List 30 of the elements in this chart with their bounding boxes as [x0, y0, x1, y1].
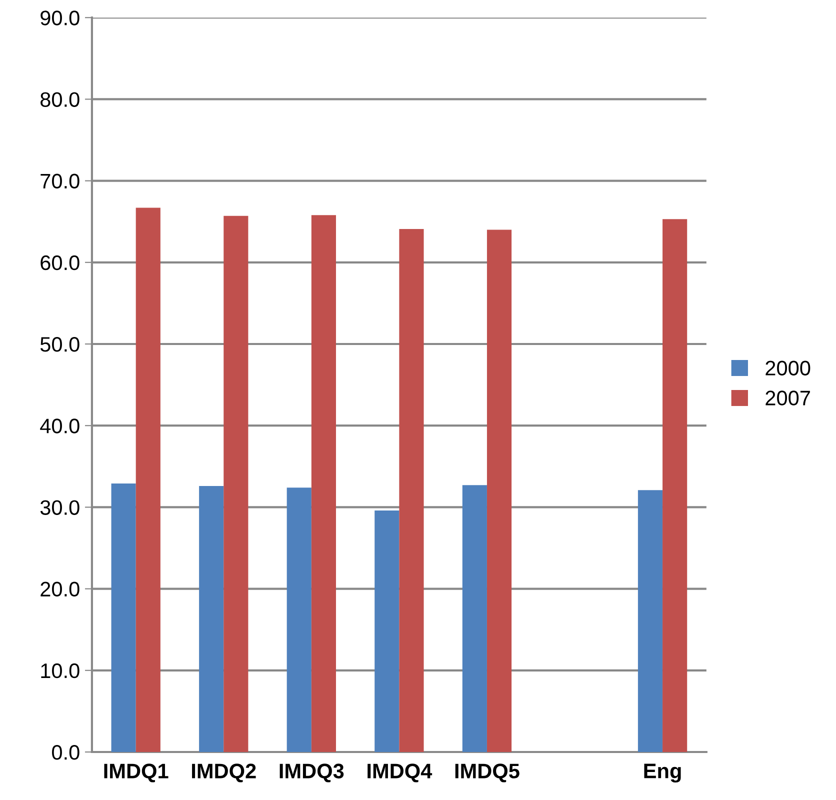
bar [136, 208, 160, 752]
bar [374, 510, 400, 752]
bar [486, 230, 512, 752]
y-tick-label: 10.0 [41, 663, 80, 678]
bar [662, 219, 688, 752]
y-tick-label: 20.0 [40, 582, 80, 597]
x-tick-label: IMDQ1 [104, 764, 168, 782]
y-tick-label: 70.0 [40, 174, 80, 189]
y-tick-label: 0.0 [52, 745, 80, 760]
y-tick-label: 40.0 [40, 418, 80, 434]
x-tick-label: Eng [644, 764, 681, 783]
bar [224, 216, 248, 752]
bar [462, 485, 487, 752]
x-tick-label: IMDQ5 [455, 764, 520, 782]
y-tick-label: 30.0 [40, 500, 80, 515]
legend-label: 2007 [766, 390, 810, 406]
x-tick-label: IMDQ4 [368, 764, 432, 782]
legend-label: 2000 [766, 360, 810, 376]
bar [111, 484, 136, 752]
y-tick-label: 80.0 [40, 92, 80, 107]
bar [311, 215, 336, 752]
y-tick-label: 50.0 [40, 337, 80, 352]
y-tick-label: 60.0 [40, 255, 80, 270]
bar [199, 486, 224, 752]
y-tick-label: 90.0 [40, 10, 80, 26]
bar [638, 490, 663, 752]
bar [399, 228, 424, 752]
x-tick-label: IMDQ2 [192, 764, 256, 782]
x-tick-label: IMDQ3 [280, 764, 344, 782]
bar [286, 488, 312, 752]
